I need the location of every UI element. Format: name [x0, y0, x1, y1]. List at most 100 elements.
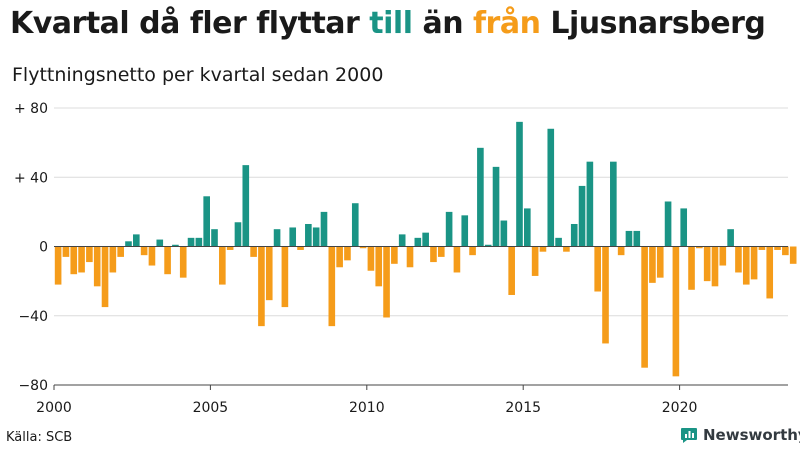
bar-chart: + 80 + 40 0 −40 −80 2000 2005 2010 2015 2020 [14, 101, 797, 416]
x-tick-label: 2005 [193, 400, 229, 416]
bar [187, 237, 195, 247]
bar [524, 208, 531, 247]
bar [195, 237, 203, 247]
newsworthy-logo: Newsworthy [680, 426, 800, 444]
bar [328, 246, 336, 327]
bar [281, 246, 289, 308]
bar [258, 246, 265, 327]
title-accent-fran: från [473, 6, 541, 41]
y-tick-label: −80 [18, 378, 48, 394]
title-part-2: än [412, 6, 473, 41]
bar [766, 246, 774, 299]
chart-subtitle: Flyttningsnetto per kvartal sedan 2000 [12, 64, 384, 86]
title-accent-till: till [369, 6, 413, 41]
bar [430, 246, 437, 263]
bar [359, 246, 367, 249]
bar [289, 227, 297, 247]
bar [125, 241, 132, 247]
bar [406, 246, 414, 268]
bar [375, 246, 383, 287]
chart-title: Kvartal då fler flyttar till än från Lju… [10, 6, 766, 41]
bar [672, 246, 680, 377]
bar [226, 246, 234, 250]
bar [484, 244, 492, 247]
bar [703, 246, 711, 282]
bar [273, 229, 281, 247]
bar [680, 208, 688, 247]
bar [469, 246, 476, 256]
bar [179, 246, 187, 278]
bar [789, 246, 797, 264]
bar [250, 246, 257, 257]
bar [117, 246, 124, 257]
bar [70, 246, 78, 275]
bar [563, 246, 570, 252]
bar [414, 237, 422, 247]
bar [101, 246, 109, 308]
bar [148, 246, 156, 266]
bar [742, 246, 750, 285]
bar [696, 246, 703, 249]
bar [477, 147, 484, 247]
bar [711, 246, 719, 287]
bar [437, 246, 445, 257]
bar [625, 230, 633, 247]
bar [750, 246, 758, 280]
bar [774, 246, 781, 250]
bar [156, 239, 164, 247]
bar [664, 201, 672, 247]
bar [445, 211, 453, 247]
title-part-1: Kvartal då fler flyttar [10, 6, 370, 41]
bar [320, 211, 328, 247]
bar [78, 246, 85, 273]
bar [93, 246, 101, 287]
bar [492, 166, 500, 247]
bar [422, 232, 429, 247]
y-tick-label: 0 [39, 240, 48, 256]
bar [391, 246, 398, 264]
bar [531, 246, 539, 276]
bar [516, 121, 523, 247]
bar [242, 165, 250, 247]
y-tick-label: −40 [18, 309, 48, 325]
bar [594, 246, 601, 292]
bar [54, 246, 62, 285]
bar [649, 246, 656, 283]
bar [172, 244, 179, 247]
bar [641, 246, 648, 368]
bar [578, 185, 586, 247]
y-tick-label: + 80 [14, 101, 48, 117]
bar [617, 246, 625, 256]
bar [344, 246, 351, 261]
bar [336, 246, 343, 268]
bar [203, 196, 210, 247]
bar [367, 246, 375, 271]
bar [555, 237, 562, 247]
bar [62, 246, 70, 257]
bar [140, 246, 148, 256]
bar [297, 246, 304, 250]
bar [312, 227, 320, 247]
bar [633, 230, 641, 247]
title-part-3: Ljusnarsberg [540, 6, 766, 41]
x-tick-label: 2020 [662, 400, 698, 416]
bar [735, 246, 742, 273]
bar [727, 229, 734, 247]
bar [211, 229, 218, 247]
bar [461, 215, 469, 247]
bar [508, 246, 515, 295]
bar [86, 246, 93, 263]
y-tick-label: + 40 [14, 170, 48, 186]
bar [547, 128, 555, 247]
bar [688, 246, 695, 290]
bar [570, 223, 578, 247]
bar [109, 246, 117, 273]
bar [500, 220, 508, 247]
newsworthy-icon [681, 428, 697, 443]
bar [305, 223, 312, 247]
bar [265, 246, 273, 301]
bar [539, 246, 547, 252]
bar [782, 246, 789, 256]
bar [133, 234, 140, 247]
bar [164, 246, 171, 275]
